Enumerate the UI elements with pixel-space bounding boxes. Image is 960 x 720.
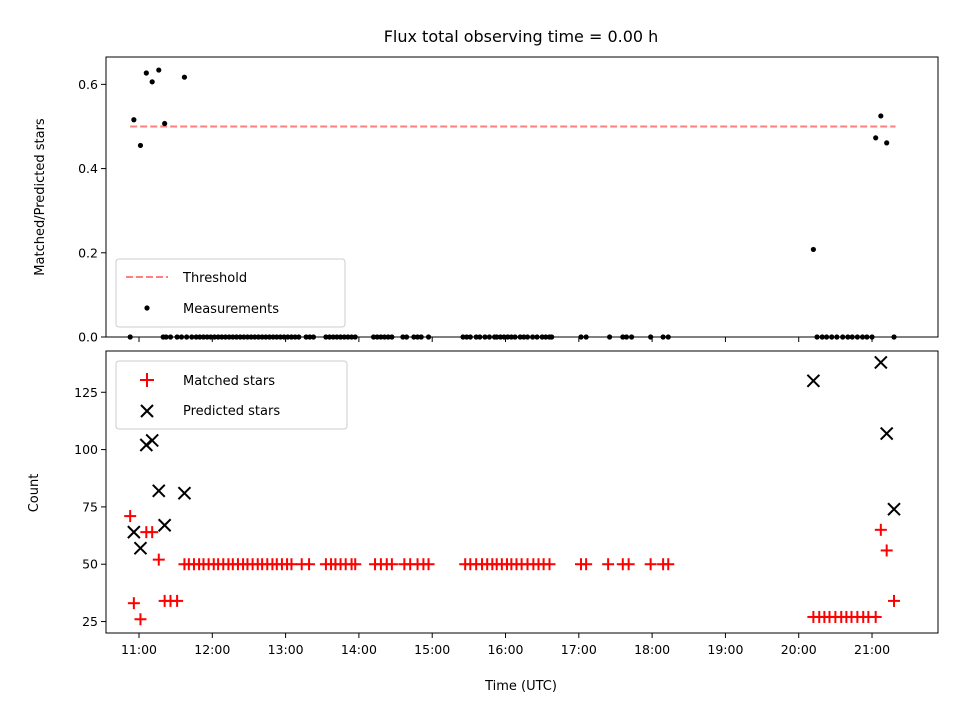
measurement-point (149, 79, 155, 85)
predicted-star-point (806, 374, 821, 388)
ratio-y-tick-label: 0.4 (78, 161, 98, 176)
predicted-star-point (879, 426, 894, 441)
count-y-tick-label: 25 (82, 614, 98, 629)
ratio-y-tick-label: 0.0 (78, 330, 98, 345)
matched-star-point (171, 594, 184, 607)
x-tick-label: 14:00 (341, 642, 377, 657)
matched-star-point (152, 553, 165, 566)
ratio-x-ticks (138, 337, 873, 342)
count-y-ticks: 25 50 75 100 125 (74, 385, 106, 629)
matched-star-point (124, 510, 137, 523)
predicted-star-point (133, 541, 148, 555)
count-x-ticks: 11:00 12:00 13:00 14:00 15:00 16:00 17:00 18:00… (121, 633, 890, 657)
measurements-legend-swatch (144, 305, 150, 311)
matched-star-point (580, 558, 593, 571)
matched-star-point (146, 526, 159, 539)
predicted-star-point (145, 433, 159, 448)
predicted-star-point (127, 525, 141, 539)
matched-star-point (422, 558, 435, 571)
predicted-star-point (874, 355, 888, 370)
matched-star-point (644, 558, 657, 571)
count-legend: Matched stars Predicted stars (115, 360, 348, 430)
matched-star-point (303, 558, 316, 571)
measurement-point (181, 74, 188, 80)
matched-star-point (888, 594, 901, 607)
matched-star-point (134, 613, 147, 626)
matched-star-point (869, 610, 882, 623)
measurement-point (878, 113, 884, 119)
predicted-legend-label: Predicted stars (183, 404, 280, 419)
matched-star-point (662, 558, 675, 571)
x-tick-label: 20:00 (781, 642, 817, 657)
predicted-star-point (177, 486, 192, 500)
x-tick-label: 21:00 (854, 642, 890, 657)
x-tick-label: 18:00 (634, 642, 670, 657)
ratio-axes-frame (105, 56, 939, 338)
measurement-point (137, 142, 144, 149)
x-tick-label: 19:00 (707, 642, 743, 657)
ratio-plot-area (127, 67, 897, 340)
chart-title: Flux total observing time = 0.00 h (384, 27, 659, 46)
matched-star-point (880, 544, 893, 557)
threshold-legend-label: Threshold (182, 271, 247, 286)
measurement-point (810, 246, 816, 253)
x-tick-label: 13:00 (268, 642, 304, 657)
ratio-legend-box (115, 258, 346, 328)
x-tick-label: 17:00 (561, 642, 597, 657)
measurement-point (143, 70, 149, 76)
matched-star-point (385, 558, 398, 571)
ratio-y-tick-label: 0.2 (78, 245, 98, 260)
x-tick-label: 12:00 (194, 642, 230, 657)
matched-star-point (874, 523, 887, 536)
measurement-point (156, 67, 162, 73)
matched-legend-label: Matched stars (183, 374, 275, 389)
matched-star-point (349, 558, 362, 571)
count-axes-frame (105, 350, 939, 634)
count-legend-box (115, 360, 348, 430)
matched-star-point (602, 558, 615, 571)
measurement-point (873, 135, 879, 141)
matched-star-point (285, 558, 298, 571)
matched-star-point (543, 558, 556, 571)
count-panel: Count Time (UTC) 25 50 75 100 125 11:00 12:00… (27, 350, 939, 694)
measurement-point (131, 117, 137, 123)
count-y-tick-label: 100 (74, 442, 98, 457)
ratio-panel: Matched/Predicted stars 0.0 0.2 0.4 0.6 Thr… (33, 56, 939, 345)
predicted-star-point (157, 518, 172, 532)
measurement-point (884, 140, 890, 146)
predicted-legend-swatch (140, 404, 154, 418)
count-y-tick-label: 125 (74, 385, 98, 400)
measurement-point (162, 120, 168, 127)
count-y-tick-label: 75 (82, 499, 98, 514)
ratio-legend: Threshold Measurements (115, 258, 346, 328)
matched-legend-swatch (140, 373, 154, 387)
matched-star-point (622, 558, 635, 571)
ratio-y-axis-label: Matched/Predicted stars (33, 118, 48, 276)
matched-star-point (127, 597, 140, 610)
x-axis-label: Time (UTC) (484, 679, 557, 694)
count-y-tick-label: 50 (82, 557, 98, 572)
x-tick-label: 11:00 (121, 642, 157, 657)
x-tick-label: 16:00 (487, 642, 523, 657)
ratio-y-ticks: 0.0 0.2 0.4 0.6 (78, 77, 106, 345)
predicted-star-point (887, 502, 901, 516)
count-y-axis-label: Count (27, 474, 42, 513)
measurements-legend-label: Measurements (183, 302, 279, 317)
count-plot-area (124, 355, 901, 626)
predicted-star-point (152, 484, 166, 498)
x-tick-label: 15:00 (414, 642, 450, 657)
ratio-y-tick-label: 0.6 (78, 77, 98, 92)
